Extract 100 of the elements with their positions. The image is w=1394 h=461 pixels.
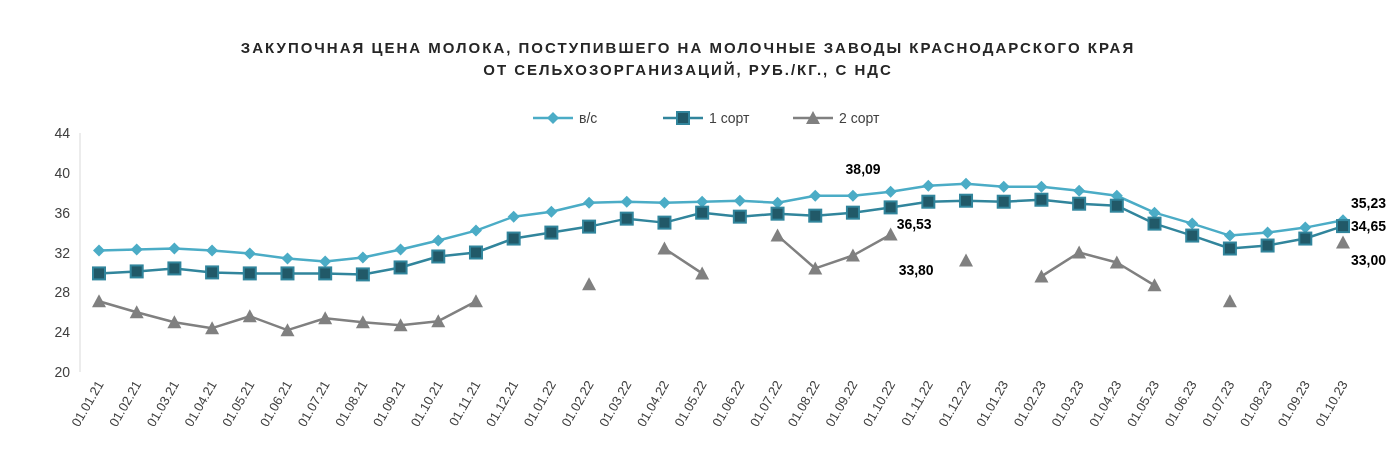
legend-label: в/с (579, 110, 598, 126)
point (130, 243, 143, 256)
point (657, 215, 672, 230)
point (1072, 196, 1087, 211)
point (205, 321, 220, 335)
point (432, 234, 445, 247)
point (468, 294, 483, 308)
point (280, 323, 295, 337)
point (1222, 241, 1237, 256)
point (1109, 255, 1124, 269)
point (583, 196, 596, 209)
point (695, 266, 710, 280)
point (431, 249, 446, 264)
point (544, 225, 559, 240)
point (582, 277, 597, 291)
point (355, 267, 370, 282)
point (1261, 226, 1274, 239)
point (431, 314, 446, 328)
chart-title: ЗАКУПОЧНАЯ ЦЕНА МОЛОКА, ПОСТУПИВШЕГО НА МОЛОЧНЫЕ ЗАВОДЫ КРАСНОДАРСКОГО КРАЯ ОТ СЕЛЬХОЗОРГАНИЗАЦИЙ, РУБ./КГ., С НДС (240, 39, 1136, 78)
data-label: 35,23 (1351, 195, 1387, 212)
point (884, 185, 897, 198)
point (242, 266, 257, 281)
point (129, 305, 144, 319)
point (1034, 192, 1049, 207)
y-tick-label: 24 (54, 324, 71, 341)
point (1222, 294, 1237, 308)
point (1185, 228, 1200, 243)
point (1260, 238, 1275, 253)
point (845, 205, 860, 220)
point (658, 196, 671, 209)
data-label: 33,80 (898, 261, 934, 278)
point (280, 266, 295, 281)
point (808, 261, 823, 275)
legend-label: 2 сорт (839, 110, 881, 126)
point (167, 315, 182, 329)
point (620, 195, 633, 208)
point (997, 180, 1010, 193)
point (393, 318, 408, 332)
point (506, 231, 521, 246)
point (1336, 219, 1350, 234)
point (319, 255, 332, 268)
data-label: 36,53 (896, 216, 932, 233)
point (959, 193, 974, 208)
legend-label: 1 сорт (709, 110, 751, 126)
point (959, 253, 974, 267)
point (355, 315, 370, 329)
point (507, 210, 520, 223)
point (883, 200, 898, 215)
point (469, 224, 482, 237)
point (582, 219, 597, 234)
point (695, 205, 710, 220)
point (545, 205, 558, 218)
point (845, 248, 860, 262)
y-tick-label: 28 (54, 284, 71, 301)
point (996, 194, 1011, 209)
data-label: 34,65 (1351, 218, 1387, 235)
point (1298, 231, 1313, 246)
point (168, 242, 181, 255)
data-label: 33,00 (1351, 251, 1387, 268)
point (1109, 198, 1124, 213)
point (1336, 235, 1350, 249)
point (809, 189, 822, 202)
point (93, 244, 105, 257)
point (393, 260, 408, 275)
point (281, 252, 294, 265)
point (1147, 216, 1162, 231)
point (92, 294, 106, 308)
point (883, 227, 898, 241)
point (129, 264, 144, 279)
point (205, 265, 220, 280)
point (732, 209, 747, 224)
point (1186, 217, 1199, 230)
point (808, 208, 823, 223)
point (657, 241, 672, 255)
point (394, 243, 407, 256)
point (770, 228, 785, 242)
point (243, 247, 256, 260)
point (1223, 229, 1236, 242)
y-tick-label: 44 (54, 125, 71, 141)
point (770, 206, 785, 221)
y-tick-label: 20 (54, 364, 71, 380)
y-tick-label: 40 (54, 164, 71, 181)
point (619, 211, 634, 226)
point (921, 194, 936, 209)
point (733, 194, 746, 207)
point (356, 251, 369, 264)
point (318, 311, 333, 325)
y-tick-label: 36 (54, 204, 71, 221)
point (1073, 184, 1086, 197)
point (242, 309, 257, 323)
point (1072, 245, 1087, 259)
point (1035, 180, 1048, 193)
point (92, 266, 106, 281)
point (468, 245, 483, 260)
point (167, 261, 182, 276)
point (206, 244, 219, 257)
data-label: 38,09 (845, 160, 881, 177)
point (1147, 278, 1162, 292)
point (922, 179, 935, 192)
point (318, 266, 333, 281)
